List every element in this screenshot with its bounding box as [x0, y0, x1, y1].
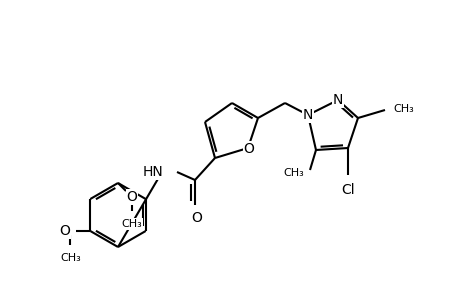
Text: CH₃: CH₃ [60, 253, 80, 263]
Text: N: N [332, 93, 342, 107]
Text: CH₃: CH₃ [392, 104, 413, 114]
Text: CH₃: CH₃ [121, 219, 142, 229]
Text: O: O [191, 211, 202, 225]
Text: CH₃: CH₃ [283, 168, 303, 178]
Text: O: O [59, 224, 70, 238]
Text: N: N [302, 108, 313, 122]
Text: O: O [243, 142, 254, 156]
Text: HN: HN [142, 165, 162, 179]
Text: Cl: Cl [341, 183, 354, 197]
Text: O: O [126, 190, 137, 204]
